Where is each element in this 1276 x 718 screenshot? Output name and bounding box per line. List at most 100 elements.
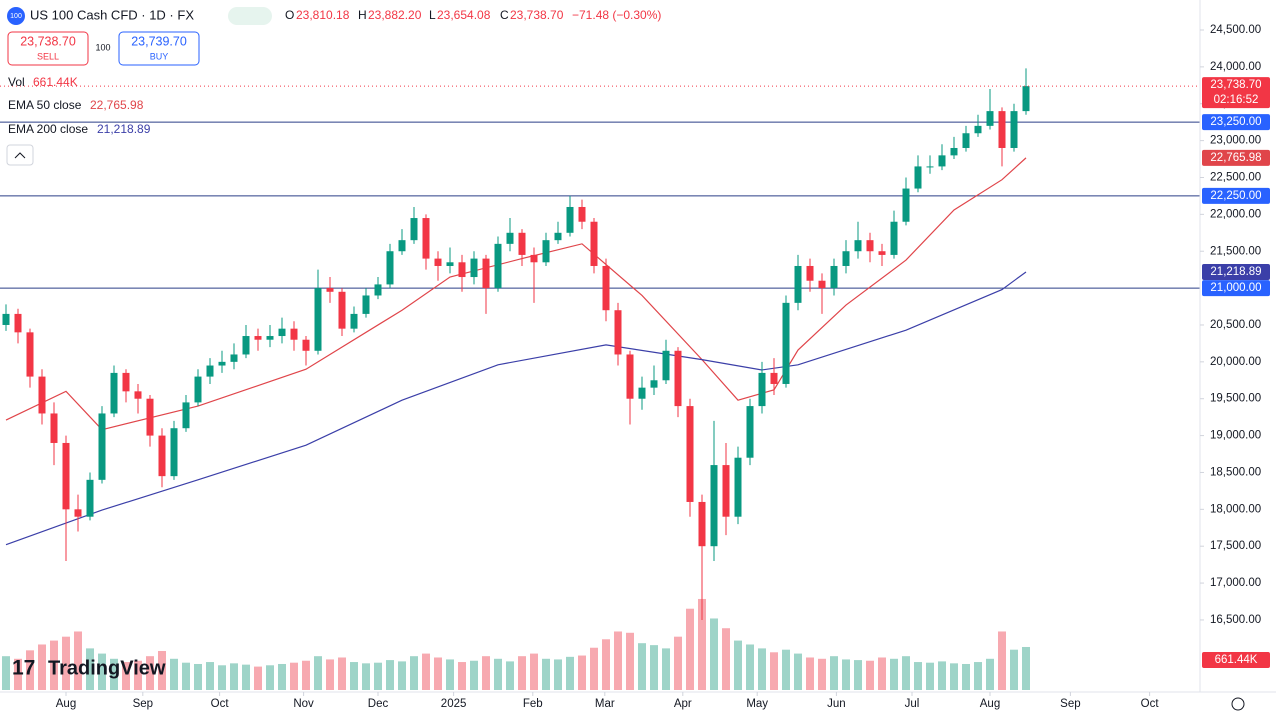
symbol-title[interactable]: US 100 Cash CFD · 1D · FX <box>30 7 194 22</box>
ema-line <box>5 157 1027 431</box>
o-value: 23,810.18 <box>296 8 350 22</box>
volume-bar <box>530 653 538 690</box>
candle-body <box>470 258 478 278</box>
volume-bar <box>242 664 250 690</box>
last-price-label: 23,738.70 <box>1210 79 1261 91</box>
volume-bar <box>218 665 226 690</box>
volume-bar <box>590 647 598 690</box>
volume-bar <box>986 658 994 690</box>
last-price-tag <box>1202 77 1270 109</box>
x-tick-label: Nov <box>293 698 314 710</box>
volume-bar <box>638 643 646 690</box>
y-tick-label: 22,500.00 <box>1210 172 1261 184</box>
candle-body <box>86 479 94 517</box>
level-tag <box>1202 187 1270 204</box>
candle-body <box>74 509 82 517</box>
sell-button[interactable] <box>7 31 89 66</box>
volume-bar <box>878 657 886 690</box>
ema200-label: EMA 200 close <box>8 122 88 136</box>
candle-body <box>290 328 298 340</box>
candle-body <box>182 402 190 429</box>
ema50-label: EMA 50 close <box>8 98 82 112</box>
volume-bar <box>326 659 334 690</box>
candle-body <box>386 251 394 285</box>
volume-bar <box>902 656 910 690</box>
volume-bar <box>170 658 178 690</box>
candle-body <box>314 288 322 351</box>
vol-value: 661.44K <box>33 75 78 89</box>
candle-body <box>278 328 286 337</box>
volume-bar <box>38 644 46 690</box>
volume-bar <box>602 639 610 690</box>
volume-bar <box>662 648 670 690</box>
volume-bar <box>338 657 346 690</box>
volume-bar <box>962 663 970 690</box>
change: −71.48 (−0.30%) <box>572 8 661 22</box>
volume-bar <box>74 631 82 690</box>
symbol-icon <box>7 7 25 25</box>
candle-body <box>1022 86 1030 112</box>
candle-body <box>794 265 802 303</box>
candle-body <box>230 354 238 362</box>
candle-body <box>530 254 538 263</box>
h-value: 23,882.20 <box>368 8 422 22</box>
candle-body <box>170 428 178 477</box>
candle-body <box>2 313 10 325</box>
volume-bar <box>914 662 922 690</box>
c-value: 23,738.70 <box>510 8 564 22</box>
y-tick-label: 24,000.00 <box>1210 61 1261 73</box>
candle-body <box>974 125 982 134</box>
volume-bar <box>710 618 718 690</box>
candle-body <box>398 240 406 252</box>
candle-body <box>374 284 382 296</box>
buy-button[interactable] <box>118 31 200 66</box>
volume-bar <box>278 663 286 690</box>
candle-body <box>938 155 946 167</box>
candle-body <box>830 265 838 289</box>
volume-bar <box>626 632 634 690</box>
candle-body <box>446 262 454 266</box>
candle-body <box>302 339 310 351</box>
y-tick-label: 24,500.00 <box>1210 24 1261 36</box>
candle-body <box>146 398 154 436</box>
settings-icon[interactable] <box>1231 697 1245 711</box>
candle-body <box>902 188 910 222</box>
candle-body <box>626 354 634 399</box>
candle-body <box>98 413 106 480</box>
collapse-button[interactable] <box>6 144 34 166</box>
y-tick-label: 23,000.00 <box>1210 135 1261 147</box>
ema-label: 22,765.98 <box>1210 152 1261 164</box>
volume-bar <box>770 652 778 690</box>
volume-bar <box>98 653 106 690</box>
volume-bar <box>518 656 526 690</box>
candle-body <box>194 376 202 403</box>
volume-bar <box>818 658 826 690</box>
y-tick-label: 20,000.00 <box>1210 356 1261 368</box>
candle-body <box>206 365 214 377</box>
candle-body <box>770 372 778 384</box>
volume-bar <box>146 656 154 690</box>
candle-body <box>686 406 694 502</box>
x-tick-label: Mar <box>595 698 615 710</box>
ema50-value: 22,765.98 <box>90 98 144 112</box>
volume-bar <box>494 658 502 690</box>
y-tick-label: 19,500.00 <box>1210 393 1261 405</box>
candle-body <box>110 372 118 414</box>
volume-bar <box>134 660 142 690</box>
y-tick-label: 17,000.00 <box>1210 577 1261 589</box>
volume-bar <box>482 656 490 690</box>
volume-bar <box>206 662 214 690</box>
candle-body <box>1010 111 1018 148</box>
level-label: 21,000.00 <box>1210 282 1261 294</box>
collapse-icon <box>14 152 26 159</box>
candle-body <box>962 133 970 148</box>
volume-bar <box>938 661 946 690</box>
volume-bar <box>410 656 418 690</box>
volume-bar <box>542 658 550 690</box>
candle-body <box>566 206 574 233</box>
x-tick-label: Aug <box>980 698 1000 710</box>
ema-label: 21,218.89 <box>1210 266 1261 278</box>
candle-body <box>38 376 46 414</box>
volume-bar <box>698 598 706 690</box>
candle-body <box>62 442 70 510</box>
